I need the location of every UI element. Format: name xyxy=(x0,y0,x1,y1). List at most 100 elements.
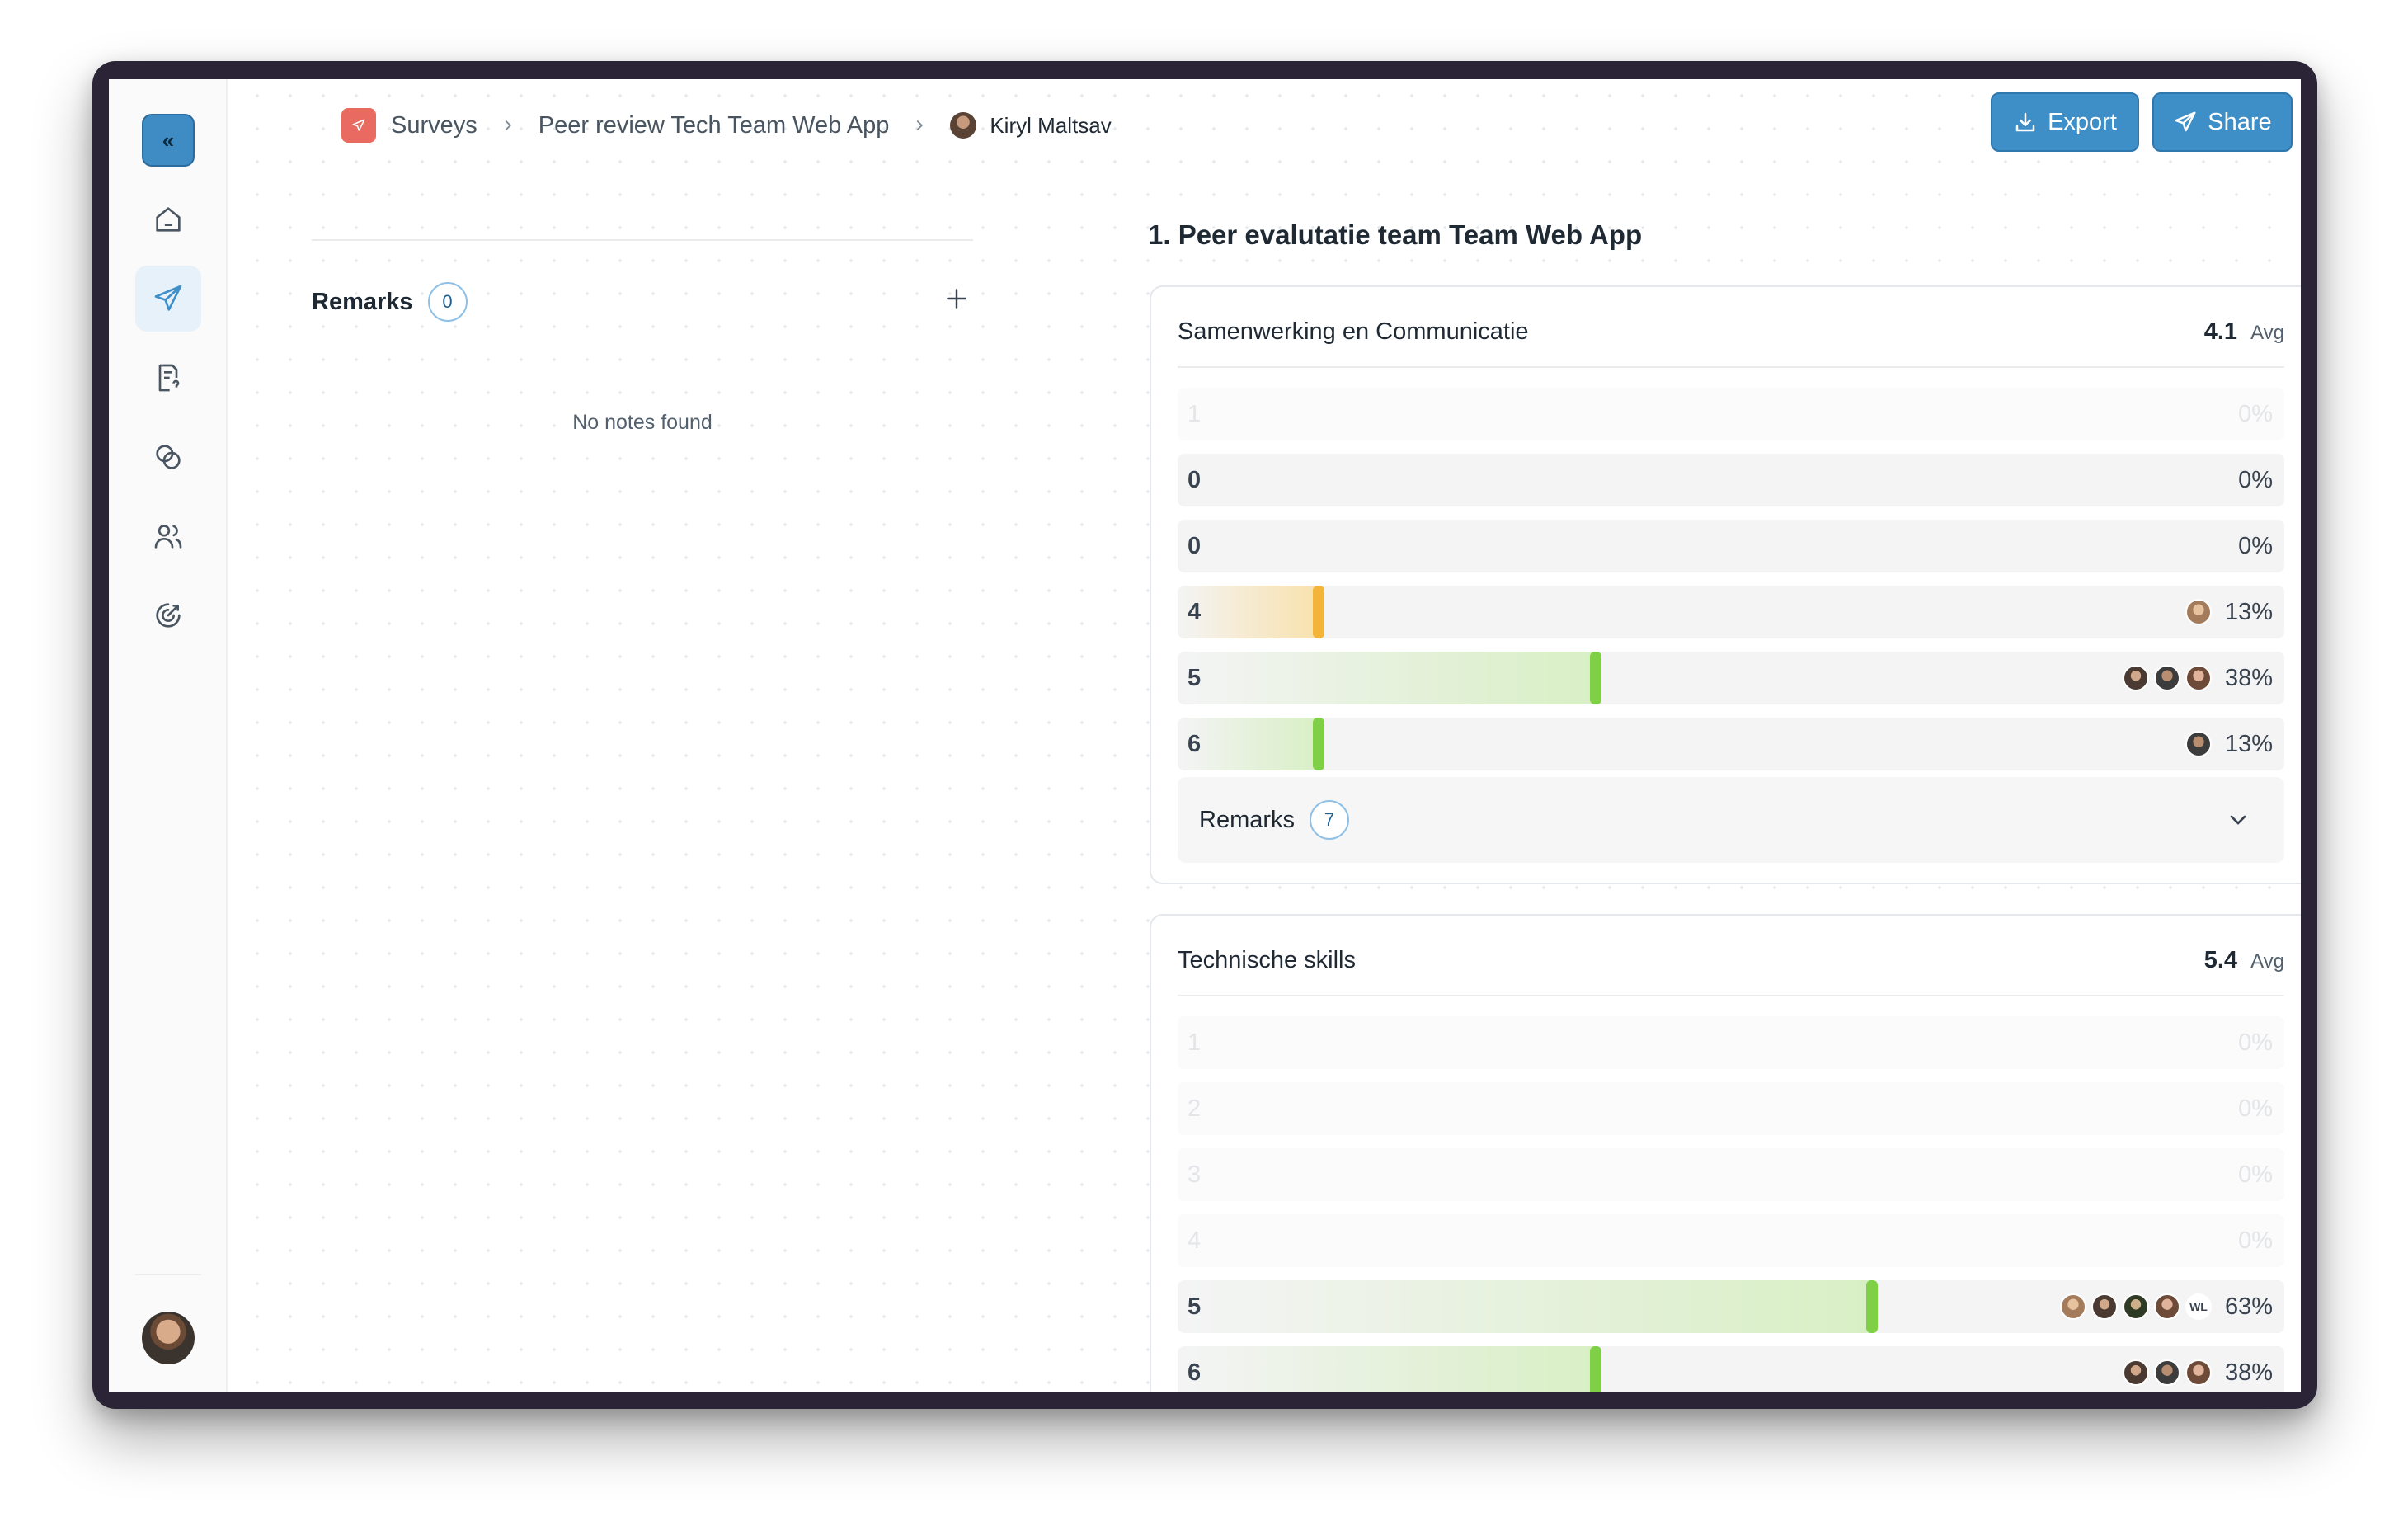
score-bar-marker xyxy=(1313,718,1324,770)
score-label: 1 xyxy=(1188,401,1202,427)
score-respondents: 0% xyxy=(2233,388,2273,440)
sidebar-item-groups[interactable] xyxy=(135,424,201,490)
sidebar-divider xyxy=(135,1274,201,1275)
question-card: Samenwerking en Communicatie 4.1 Avg 1 0%… xyxy=(1150,285,2301,884)
users-icon xyxy=(154,525,182,549)
score-row: 3 0% xyxy=(1178,1148,2284,1201)
share-label: Share xyxy=(2208,108,2272,135)
respondent-avatar[interactable] xyxy=(2185,599,2212,625)
score-respondents: 0% xyxy=(2233,1148,2273,1201)
score-rows: 1 0% 2 0% 3 0% 4 0% 5 WL 63% 6 38% xyxy=(1178,1016,2284,1392)
breadcrumb-survey-name[interactable]: Peer review Tech Team Web App xyxy=(538,111,890,139)
card-divider xyxy=(1178,995,2284,996)
user-avatar[interactable] xyxy=(142,1312,195,1364)
score-label: 4 xyxy=(1188,599,1202,625)
left-divider xyxy=(312,239,973,241)
score-label: 0 xyxy=(1188,467,1202,493)
respondent-avatar[interactable] xyxy=(2185,1359,2212,1386)
score-respondents: 38% xyxy=(2122,1346,2273,1392)
card-divider xyxy=(1178,366,2284,368)
respondent-avatar[interactable] xyxy=(2153,665,2180,691)
app-logo[interactable]: « xyxy=(142,114,195,167)
remarks-title: Remarks xyxy=(312,288,413,315)
respondent-avatar[interactable] xyxy=(2091,1293,2118,1320)
breadcrumb-surveys[interactable]: Surveys xyxy=(391,111,477,139)
respondent-avatar[interactable] xyxy=(2122,1359,2149,1386)
respondent-avatar[interactable] xyxy=(2153,1293,2180,1320)
send-icon xyxy=(2175,111,2196,132)
score-row: 1 0% xyxy=(1178,1016,2284,1069)
respondent-avatar[interactable] xyxy=(2122,1293,2149,1320)
score-label: 6 xyxy=(1188,731,1202,757)
score-percent: 38% xyxy=(2224,1359,2273,1386)
average-label: Avg xyxy=(2250,321,2284,344)
score-respondents: WL 63% xyxy=(2059,1280,2273,1333)
score-label: 5 xyxy=(1188,665,1202,691)
question-title: 1. Peer evalutatie team Team Web App xyxy=(1148,219,1643,250)
score-label: 1 xyxy=(1188,1029,1202,1056)
score-percent: 0% xyxy=(2238,400,2273,427)
score-label: 3 xyxy=(1188,1161,1202,1188)
export-button[interactable]: Export xyxy=(1991,92,2139,152)
score-row: 6 13% xyxy=(1178,718,2284,770)
average-score: 5.4 Avg xyxy=(2204,947,2284,974)
score-row: 5 WL 63% xyxy=(1178,1280,2284,1333)
chevron-down-icon[interactable] xyxy=(2225,807,2251,833)
respondent-initials[interactable]: WL xyxy=(2185,1293,2212,1320)
score-respondents: 0% xyxy=(2233,1214,2273,1267)
person-avatar xyxy=(950,112,977,139)
average-label: Avg xyxy=(2250,949,2284,973)
share-button[interactable]: Share xyxy=(2152,92,2293,152)
remarks-accordion[interactable]: Remarks 7 xyxy=(1178,777,2284,863)
score-bar-marker xyxy=(1866,1280,1878,1333)
score-respondents: 0% xyxy=(2233,1016,2273,1069)
respondent-avatar[interactable] xyxy=(2153,1359,2180,1386)
score-bar-fill xyxy=(1178,1280,1874,1333)
sidebar-item-surveys[interactable] xyxy=(135,266,201,332)
export-label: Export xyxy=(2048,108,2117,135)
respondent-avatar[interactable] xyxy=(2185,665,2212,691)
respondent-avatar[interactable] xyxy=(2122,665,2149,691)
remarks-accordion-label: Remarks 7 xyxy=(1199,777,1350,863)
app-screen: « xyxy=(109,79,2301,1392)
respondent-avatar[interactable] xyxy=(2059,1293,2086,1320)
score-label: 0 xyxy=(1188,533,1202,559)
sidebar: « xyxy=(109,79,228,1392)
add-remark-icon[interactable] xyxy=(943,285,970,312)
score-percent: 63% xyxy=(2224,1293,2273,1320)
chevron-right-icon xyxy=(916,120,924,131)
score-row: 6 38% xyxy=(1178,1346,2284,1392)
score-percent: 13% xyxy=(2224,730,2273,757)
breadcrumb: Surveys Peer review Tech Team Web App Ki… xyxy=(341,102,1112,148)
sidebar-item-home[interactable] xyxy=(135,186,201,252)
main-content: Surveys Peer review Tech Team Web App Ki… xyxy=(226,79,2301,1392)
sidebar-item-people[interactable] xyxy=(135,503,201,569)
target-icon xyxy=(156,603,181,628)
home-icon xyxy=(156,207,181,232)
score-respondents: 0% xyxy=(2233,520,2273,572)
survey-document-icon xyxy=(158,364,180,392)
remarks-header: Remarks 0 xyxy=(312,282,468,322)
score-bar-fill xyxy=(1178,718,1321,770)
sidebar-item-forms[interactable] xyxy=(135,345,201,411)
score-percent: 0% xyxy=(2238,1161,2273,1188)
score-bar-marker xyxy=(1590,1346,1601,1392)
score-rows: 1 0% 0 0% 0 0% 4 13% 5 38% 6 13% xyxy=(1178,388,2284,784)
breadcrumb-person[interactable]: Kiryl Maltsav xyxy=(990,112,1112,138)
category-name: Technische skills xyxy=(1178,946,1356,973)
average-score: 4.1 Avg xyxy=(2204,318,2284,346)
score-row: 1 0% xyxy=(1178,388,2284,440)
remarks-label: Remarks xyxy=(1199,806,1296,833)
remarks-count-badge: 0 xyxy=(427,282,468,322)
score-label: 5 xyxy=(1188,1293,1202,1320)
score-row: 4 0% xyxy=(1178,1214,2284,1267)
score-percent: 0% xyxy=(2238,1227,2273,1254)
score-bar-marker xyxy=(1313,586,1324,638)
sidebar-item-goals[interactable] xyxy=(135,582,201,648)
score-respondents: 13% xyxy=(2185,586,2273,638)
score-respondents: 0% xyxy=(2233,454,2273,506)
average-value: 5.4 xyxy=(2203,946,2238,973)
card-header: Samenwerking en Communicatie 4.1 Avg xyxy=(1178,309,2284,355)
score-row: 0 0% xyxy=(1178,520,2284,572)
respondent-avatar[interactable] xyxy=(2185,731,2212,757)
